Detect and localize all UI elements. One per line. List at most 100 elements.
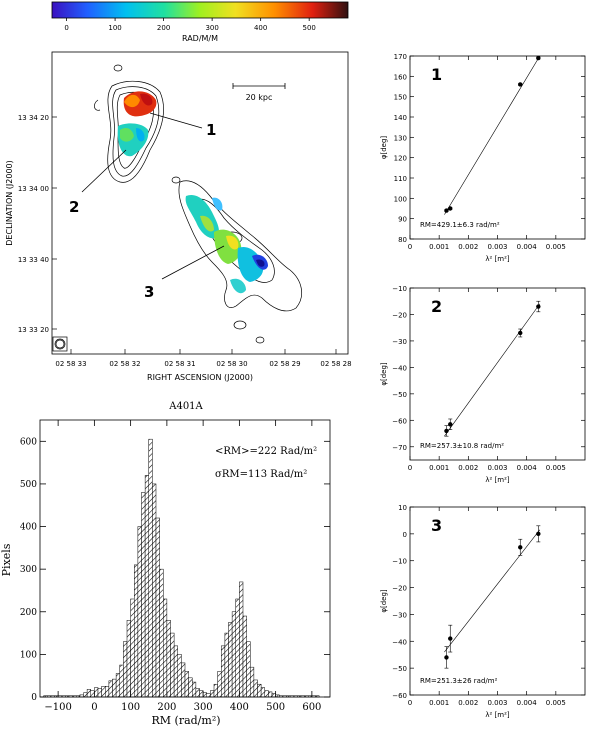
histogram-annotation-mean: <RM>=222 Rad/m²: [215, 446, 317, 457]
histogram-bar: [170, 632, 175, 698]
fit-point: [518, 330, 523, 336]
histogram-bar: [108, 680, 113, 698]
fit-ytick-label: 150: [394, 94, 407, 102]
fit-ytick-label: −10: [392, 558, 407, 566]
fit-ytick-label: 90: [398, 216, 407, 224]
fit-point: [536, 531, 541, 537]
fit-xtick-label: 0.003: [487, 243, 507, 251]
fit-point: [448, 206, 453, 211]
histogram-bar: [137, 526, 142, 698]
map-ytick-label: 13 33 40: [18, 256, 49, 264]
histogram-xtick-label: 200: [157, 702, 176, 713]
fit-panel-3: 0 0.001 0.002 0.003 0.004 0.005 −60 −50 −40 −30 −2…: [380, 504, 586, 719]
fit-ytick-label: −40: [392, 638, 407, 646]
colorbar-label: RAD/M/M: [182, 34, 218, 43]
histogram-annotation-sigma: σRM=113 Rad/m²: [215, 469, 307, 480]
fit-ytick-label: −40: [392, 364, 407, 372]
histogram-bar: [152, 483, 157, 698]
histogram-bar: [210, 690, 215, 698]
histogram-bar: [148, 438, 153, 698]
fit-ytick-label: 110: [394, 175, 407, 183]
histogram-bar: [163, 598, 168, 698]
histogram-bar: [260, 687, 265, 698]
colorbar: 0 100 200 300 400 500 RAD/M/M: [51, 1, 349, 43]
map-xtick-label: 02 58 33: [55, 360, 86, 368]
fit-point: [444, 428, 449, 434]
fit-ytick-label: −20: [392, 585, 407, 593]
histogram-title: A401A: [168, 401, 203, 412]
fit-ytick-label: −50: [392, 665, 407, 673]
map-ytick-label: 13 33 20: [18, 326, 49, 334]
histogram-xtick-label: 100: [121, 702, 140, 713]
histogram-bar: [195, 688, 200, 698]
histogram-bar: [101, 686, 106, 698]
fit-panel-number: 1: [431, 65, 442, 84]
histogram-bar: [130, 598, 135, 698]
fit-ytick-label: 100: [394, 195, 407, 203]
fit-panel-1: 0 0.001 0.002 0.003 0.004 0.005 80 90 100 110 120 1…: [380, 53, 586, 263]
histogram-bar: [221, 645, 226, 698]
colorbar-ticks: 0 100 200 300 400 500: [64, 18, 316, 32]
histogram-xtick-label: 500: [266, 702, 285, 713]
fit-ytick-label: 0: [403, 531, 407, 539]
histogram-bar: [141, 492, 146, 698]
histogram-bar: [202, 692, 207, 698]
rm-histogram: A401A −100 0 100 200 300 400 500 600 0 100 200 300 4…: [0, 401, 331, 727]
histogram-bar: [231, 611, 236, 698]
histogram-bar: [199, 690, 204, 698]
fit-ytick-label: −70: [392, 444, 407, 452]
histogram-ytick-label: 400: [20, 523, 37, 533]
histogram-xtick-label: 300: [194, 702, 213, 713]
beam-marker: [52, 336, 68, 352]
rm-color-blobs: [117, 91, 268, 294]
histogram-bar: [144, 475, 149, 698]
colorbar-tick-label: 500: [302, 24, 315, 32]
map-xtick-label: 02 58 30: [216, 360, 247, 368]
fit-ylabel: φ[deg]: [380, 362, 388, 386]
histogram-bar: [192, 681, 197, 698]
histogram-bar: [83, 692, 88, 698]
region-labels: 1 2 3: [69, 112, 225, 301]
colorbar-gradient: [51, 1, 349, 19]
histogram-ytick-label: 100: [20, 650, 37, 660]
map-region-2-label: 2: [69, 198, 79, 216]
histogram-bar: [105, 686, 110, 698]
histogram-bar: [264, 690, 269, 698]
map-region-1-label: 1: [206, 121, 216, 139]
fit-xtick-label: 0.001: [429, 699, 449, 707]
fit-xtick-label: 0.002: [458, 699, 478, 707]
fit-xlabel: λ² [m²]: [485, 711, 510, 719]
histogram-bar: [166, 620, 171, 698]
fit-xlabel: λ² [m²]: [485, 255, 510, 263]
histogram-xtick-label: 0: [91, 702, 97, 713]
map-ylabel: DECLINATION (J2000): [5, 160, 14, 245]
fit-xtick-label: 0.003: [487, 464, 507, 472]
fit-xtick-label: 0.005: [546, 464, 566, 472]
histogram-bar: [134, 564, 139, 698]
histogram-bar: [155, 517, 160, 698]
fit-panel-number: 3: [431, 516, 442, 535]
fit-xtick-label: 0.005: [546, 243, 566, 251]
histogram-bars: [43, 438, 320, 698]
fit-point: [536, 304, 541, 309]
scale-bar: 20 kpc: [232, 83, 286, 102]
fit-xtick-label: 0.001: [429, 464, 449, 472]
fit-point: [444, 208, 449, 213]
histogram-bar: [253, 679, 258, 698]
map-ticks: 02 58 33 02 58 32 02 58 31 02 58 30 02 58 29…: [18, 114, 352, 368]
histogram-xtick-label: −100: [44, 702, 71, 713]
fit-xtick-label: 0.005: [546, 699, 566, 707]
fit-panel-number: 2: [431, 297, 442, 316]
fit-ytick-label: −10: [392, 285, 407, 293]
histogram-bar: [119, 664, 124, 698]
histogram-bar: [90, 690, 95, 698]
fit-xtick-label: 0.003: [487, 699, 507, 707]
fit-rm-label: RM=251.3±26 rad/m²: [420, 677, 498, 685]
histogram-bar: [206, 693, 211, 698]
rm-map: 20 kpc 1 2 3 02 58 33 02 58 32 02 58 31 02 …: [5, 51, 352, 382]
map-ytick-label: 13 34 00: [18, 185, 49, 193]
fit-ytick-label: 80: [398, 236, 407, 244]
fit-xtick-label: 0.002: [458, 243, 478, 251]
fit-ylabel: φ[deg]: [380, 136, 388, 160]
